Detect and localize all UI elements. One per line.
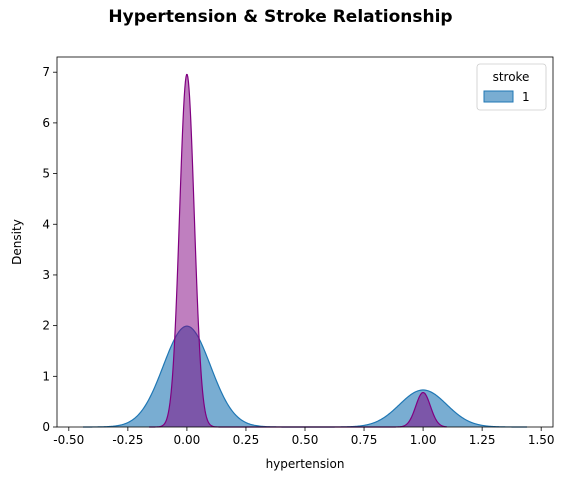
y-tick-label: 5 <box>42 167 50 181</box>
y-tick-label: 1 <box>42 369 50 383</box>
density-fill-series-1 <box>82 326 528 427</box>
y-tick-label: 2 <box>42 319 50 333</box>
x-axis-label: hypertension <box>266 457 345 471</box>
chart-title: Hypertension & Stroke Relationship <box>108 7 453 27</box>
legend: stroke 1 <box>476 63 547 111</box>
y-tick-label: 3 <box>42 268 50 282</box>
x-tick-label: 1.25 <box>469 433 496 447</box>
y-axis: 0 1 2 3 4 5 6 7 <box>42 65 57 434</box>
x-tick-label: 1.50 <box>528 433 555 447</box>
x-tick-label: 1.00 <box>410 433 437 447</box>
x-tick-label: -0.25 <box>112 433 143 447</box>
x-tick-label: 0.00 <box>174 433 201 447</box>
y-tick-label: 7 <box>42 65 50 79</box>
x-tick-label: 0.75 <box>351 433 378 447</box>
legend-entries: 1 <box>483 90 530 104</box>
x-axis: -0.50 -0.25 0.00 0.25 0.50 0.75 1.00 1.25 1.50 <box>53 427 555 447</box>
legend-swatch <box>483 90 514 103</box>
y-tick-label: 4 <box>42 217 50 231</box>
legend-title: stroke <box>493 70 530 84</box>
y-axis-label: Density <box>10 219 24 265</box>
x-tick-label: 0.50 <box>292 433 319 447</box>
y-tick-label: 6 <box>42 116 50 130</box>
axes-frame <box>56 56 554 428</box>
y-tick-label: 0 <box>42 420 50 434</box>
density-fill-series-2 <box>149 74 447 427</box>
x-tick-label: -0.50 <box>53 433 84 447</box>
legend-entry-label: 1 <box>522 90 530 104</box>
x-tick-label: 0.25 <box>233 433 260 447</box>
plot-area <box>82 73 528 428</box>
